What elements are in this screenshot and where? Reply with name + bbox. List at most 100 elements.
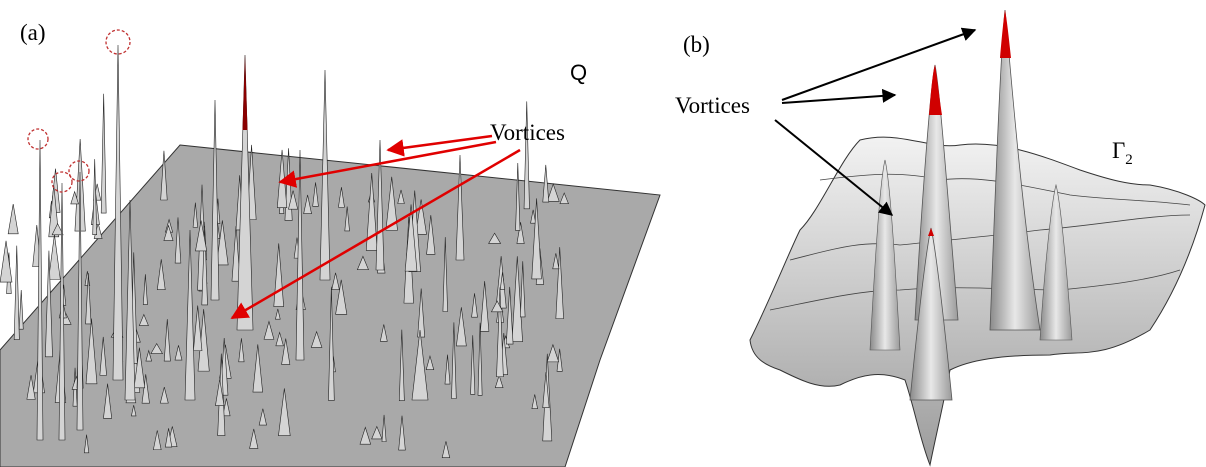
spike bbox=[13, 245, 20, 340]
spike bbox=[328, 286, 335, 401]
spike bbox=[103, 383, 113, 419]
spike bbox=[141, 374, 150, 404]
spike bbox=[415, 199, 427, 235]
annotation: Vortices bbox=[490, 120, 565, 145]
spike bbox=[398, 329, 405, 402]
spike bbox=[425, 354, 435, 371]
spike bbox=[275, 308, 281, 320]
spike bbox=[531, 198, 542, 280]
panel-label: (b) bbox=[683, 32, 710, 57]
spike bbox=[426, 215, 436, 255]
spike bbox=[201, 226, 208, 306]
quantity-subscript: 2 bbox=[1125, 152, 1133, 168]
spike bbox=[156, 259, 166, 291]
spike bbox=[263, 320, 275, 340]
spike bbox=[288, 190, 299, 210]
spike bbox=[174, 217, 182, 264]
spike bbox=[515, 163, 521, 231]
spike bbox=[494, 374, 504, 388]
spike bbox=[7, 204, 19, 235]
spike bbox=[303, 194, 312, 214]
spike bbox=[0, 240, 13, 283]
spike bbox=[231, 226, 241, 282]
spike bbox=[455, 307, 467, 347]
spike bbox=[488, 232, 502, 244]
spike bbox=[312, 182, 319, 207]
spike bbox=[295, 149, 305, 361]
spike bbox=[145, 349, 152, 362]
spike bbox=[442, 237, 448, 312]
spike bbox=[379, 324, 388, 342]
spike bbox=[496, 287, 504, 378]
spike bbox=[530, 209, 537, 224]
spike bbox=[100, 93, 107, 214]
spike bbox=[249, 428, 259, 449]
spike bbox=[559, 192, 569, 204]
spike bbox=[99, 336, 107, 376]
spike bbox=[455, 154, 465, 261]
spike bbox=[70, 190, 79, 205]
spike bbox=[344, 206, 350, 232]
spike bbox=[51, 222, 64, 236]
spike bbox=[83, 434, 90, 454]
spike bbox=[236, 54, 254, 331]
spike bbox=[359, 426, 372, 445]
spike bbox=[48, 234, 61, 280]
spike bbox=[142, 274, 148, 305]
spike bbox=[138, 313, 149, 326]
spike bbox=[275, 331, 284, 347]
spike bbox=[356, 255, 369, 270]
spike bbox=[216, 220, 229, 266]
spike bbox=[471, 293, 478, 318]
spike bbox=[511, 256, 523, 343]
quantity-symbol: Γ bbox=[1112, 138, 1125, 163]
spike bbox=[335, 279, 348, 315]
spike bbox=[404, 204, 418, 272]
spike bbox=[152, 430, 162, 451]
spike bbox=[417, 288, 426, 338]
plane bbox=[0, 144, 661, 467]
spike bbox=[112, 44, 124, 381]
quantity: Q bbox=[570, 60, 587, 85]
spike bbox=[375, 139, 385, 271]
peak-top bbox=[1000, 10, 1011, 58]
annotation: Vortices bbox=[675, 93, 750, 118]
spike bbox=[238, 338, 245, 363]
spike bbox=[542, 164, 550, 203]
quantity: Γ2 bbox=[1112, 138, 1133, 168]
spike bbox=[133, 347, 146, 389]
spike bbox=[159, 387, 169, 404]
spike bbox=[36, 139, 44, 441]
spike bbox=[523, 101, 530, 210]
spike bbox=[195, 220, 208, 252]
spikes bbox=[0, 44, 569, 459]
spike bbox=[338, 187, 345, 208]
spike bbox=[520, 261, 526, 318]
spike bbox=[499, 272, 505, 290]
spike bbox=[555, 247, 564, 319]
spike bbox=[44, 250, 53, 358]
spike bbox=[365, 172, 378, 251]
spike bbox=[516, 222, 525, 244]
spike bbox=[192, 202, 198, 228]
spike bbox=[470, 335, 476, 395]
spike bbox=[222, 398, 231, 417]
spike bbox=[480, 281, 490, 332]
spike bbox=[76, 171, 84, 431]
spike bbox=[331, 272, 340, 291]
arrows bbox=[230, 134, 521, 320]
spike bbox=[18, 289, 24, 330]
spike bbox=[397, 189, 405, 204]
spike bbox=[258, 408, 267, 426]
spike bbox=[477, 322, 483, 396]
spike bbox=[252, 344, 263, 393]
spike bbox=[371, 425, 383, 440]
peak bbox=[1039, 183, 1073, 341]
spike bbox=[531, 394, 538, 409]
peak bbox=[869, 159, 901, 351]
spike bbox=[451, 322, 457, 399]
spike bbox=[310, 330, 323, 348]
spike bbox=[278, 388, 291, 436]
panel-label: (a) bbox=[20, 20, 46, 45]
